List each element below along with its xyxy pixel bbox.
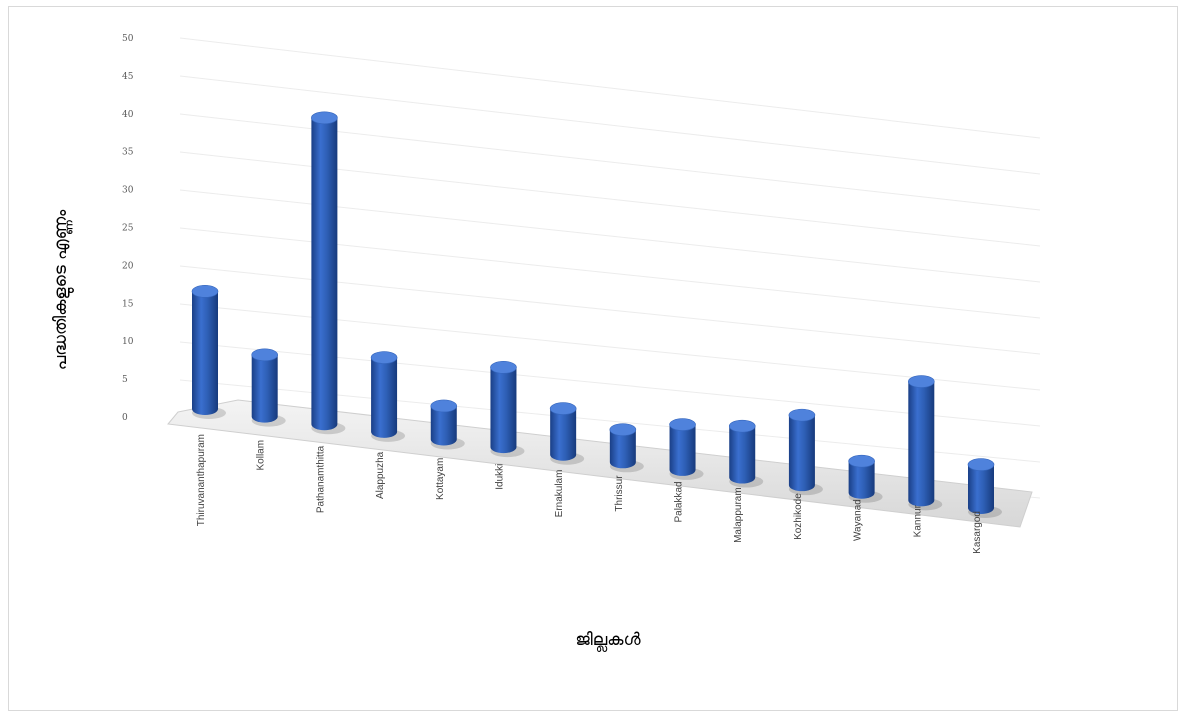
bar	[490, 361, 525, 458]
bar-body	[729, 426, 756, 484]
gridline	[179, 189, 1041, 283]
x-category-label: Kozhikode	[793, 493, 804, 540]
x-axis-categories: Thiruvananthapuram Kollam Pathanamthitta Al…	[196, 434, 983, 554]
bar-top	[549, 402, 577, 415]
bar-body	[251, 354, 278, 423]
bar-top	[251, 348, 278, 362]
bar-top	[490, 361, 517, 374]
bar	[430, 399, 465, 450]
bar-body	[430, 405, 457, 446]
gridline	[179, 265, 1041, 355]
x-category-label: Alappuzha	[375, 451, 386, 499]
y-tick-label: 15	[122, 299, 134, 309]
gridline	[179, 227, 1041, 319]
gridline	[179, 303, 1041, 391]
y-tick-label: 10	[122, 337, 134, 347]
bar	[967, 458, 1002, 518]
bar-top	[430, 399, 458, 413]
bar-body	[192, 291, 218, 415]
bar-top	[370, 351, 398, 364]
bar	[549, 402, 585, 465]
bar-top	[191, 285, 219, 298]
bar	[669, 418, 704, 480]
x-category-label: Kollam	[256, 440, 267, 471]
bar	[908, 375, 943, 511]
bar-top	[908, 375, 935, 388]
x-category-label: Idukki	[494, 464, 505, 490]
bar	[370, 351, 406, 442]
bar	[609, 423, 644, 473]
y-tick-label: 30	[122, 186, 134, 196]
bar-top	[967, 458, 995, 471]
bar	[848, 454, 883, 503]
y-tick-label: 0	[122, 413, 128, 423]
bar-body	[968, 464, 994, 514]
bar-top	[728, 419, 756, 433]
bar-body	[848, 461, 875, 499]
bar-body	[669, 424, 696, 476]
bars	[191, 111, 1002, 518]
gridline	[179, 37, 1041, 139]
y-tick-label: 5	[122, 375, 128, 385]
gridline	[179, 113, 1041, 211]
bar-body	[371, 357, 398, 438]
bar	[251, 348, 286, 427]
x-category-label: Palakkad	[674, 481, 685, 522]
x-category-label: Thiruvananthapuram	[196, 434, 207, 526]
chart-floor	[167, 399, 1033, 528]
bar-top	[848, 454, 875, 468]
y-tick-label: 25	[122, 224, 134, 234]
x-category-label: Kottayam	[435, 458, 446, 500]
y-axis-title: പദ്ധതികളുടെ എണ്ണം	[51, 209, 74, 370]
floor-plane	[167, 399, 1033, 528]
bar	[311, 111, 346, 435]
bar	[728, 419, 764, 488]
x-axis-title: ജില്ലകൾ	[575, 630, 641, 652]
bar-top	[669, 418, 696, 431]
x-category-label: Ernakulam	[554, 470, 565, 518]
bar-top	[609, 423, 637, 436]
y-axis-ticks: 0 5 10 15 20 25 30 35 40 45 50	[122, 34, 134, 423]
x-category-label: Kannur	[912, 504, 923, 537]
y-tick-label: 20	[122, 261, 134, 271]
x-category-label: Thrissur	[614, 475, 625, 512]
y-tick-label: 45	[122, 72, 134, 82]
x-category-label: Kasargod	[972, 511, 983, 554]
gridline	[179, 75, 1041, 175]
bar-body	[490, 367, 517, 454]
bar	[788, 408, 823, 496]
bar-body	[908, 381, 935, 507]
x-category-label: Wayanad	[853, 499, 864, 541]
y-tick-label: 40	[122, 110, 134, 120]
x-category-label: Pathanamthitta	[315, 445, 326, 513]
bar-body	[788, 415, 815, 492]
gridline	[179, 151, 1041, 247]
bar-top	[788, 408, 816, 422]
y-tick-label: 50	[122, 34, 134, 44]
y-tick-label: 35	[122, 148, 134, 158]
bar-body	[311, 117, 338, 431]
bar-body	[609, 429, 636, 469]
bar-body	[550, 408, 577, 461]
bar	[191, 285, 226, 419]
x-category-label: Malappuram	[733, 487, 744, 543]
bar-top	[311, 111, 338, 125]
